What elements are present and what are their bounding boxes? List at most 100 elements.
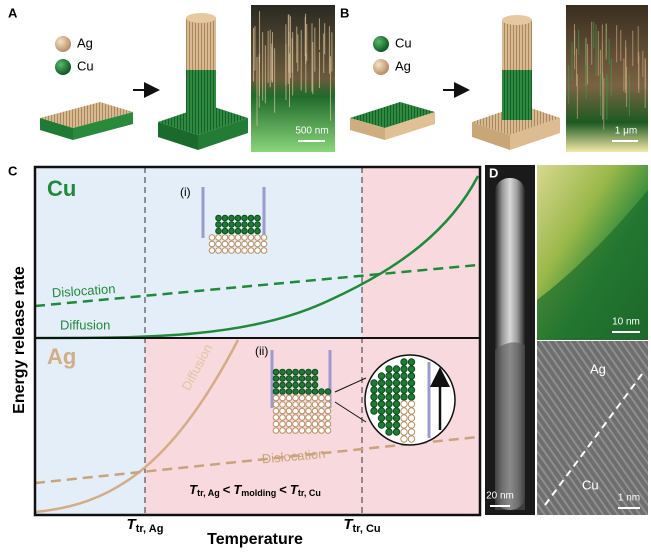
atom <box>392 386 401 394</box>
atom <box>254 247 261 254</box>
atom <box>385 407 393 415</box>
atom <box>400 358 408 366</box>
atom <box>377 414 386 422</box>
atom <box>324 394 332 402</box>
atom <box>305 420 312 428</box>
ag-sphere <box>373 59 389 75</box>
symbol: T <box>343 516 354 533</box>
atom <box>241 247 248 254</box>
atom <box>385 372 393 380</box>
atom <box>318 427 325 434</box>
atom <box>324 407 332 415</box>
pillar-cu <box>502 70 532 120</box>
inset-label: (ii) <box>255 344 268 358</box>
slab-side <box>350 118 385 140</box>
inset-i <box>201 187 268 254</box>
atom <box>247 247 255 254</box>
panel-label: D <box>489 165 498 180</box>
atom <box>392 407 401 415</box>
atom <box>285 427 293 434</box>
atom <box>279 394 286 402</box>
atom <box>234 214 242 222</box>
atom <box>279 414 286 421</box>
atom <box>285 388 293 395</box>
atom <box>311 368 319 376</box>
atom <box>247 214 255 222</box>
atom <box>377 379 386 387</box>
legend-text: Cu <box>77 58 94 73</box>
slab-side <box>73 112 133 140</box>
atom <box>318 388 325 395</box>
scale-text: 20 nm <box>486 491 514 502</box>
phase-label: Ag <box>590 361 606 376</box>
atom <box>400 393 408 401</box>
inset-label: (i) <box>180 185 191 199</box>
atom <box>324 388 332 395</box>
atom <box>254 214 261 222</box>
plot-frame <box>33 165 482 517</box>
atom <box>324 414 332 421</box>
curve-label: Dislocation <box>51 281 115 300</box>
atom <box>318 401 325 408</box>
atom <box>279 407 286 415</box>
atom <box>221 240 229 248</box>
atom <box>377 421 386 429</box>
atom <box>292 368 299 376</box>
atom <box>392 414 401 422</box>
atom <box>228 227 235 235</box>
atom <box>292 375 299 382</box>
atom <box>400 386 408 394</box>
y-axis-label: Energy release rate <box>11 266 28 414</box>
atom <box>407 379 416 387</box>
atom <box>400 435 408 443</box>
atom <box>385 386 393 394</box>
x-marker: Ttr, Cu <box>343 516 380 535</box>
atom <box>298 394 306 402</box>
symbol: T <box>233 482 242 497</box>
cu-sphere <box>373 36 389 52</box>
atom <box>318 414 325 421</box>
curve-label: Dislocation <box>261 446 326 466</box>
atom <box>292 427 299 434</box>
atom <box>247 227 255 235</box>
atom <box>370 379 378 387</box>
base-side <box>472 122 510 150</box>
hrtem-image <box>537 341 648 515</box>
atom <box>392 365 401 373</box>
atom <box>292 401 299 408</box>
atom <box>305 388 312 395</box>
panel-label: A <box>8 5 18 20</box>
atom <box>385 421 393 429</box>
atom <box>370 393 378 401</box>
atom <box>285 401 293 408</box>
base-side <box>510 118 560 150</box>
atom <box>311 407 319 415</box>
bg-blue <box>35 167 362 338</box>
atom <box>298 420 306 428</box>
subscript: molding <box>241 488 276 498</box>
subscript: tr, Cu <box>353 523 381 535</box>
atom <box>241 221 248 228</box>
atom <box>228 247 235 254</box>
atom <box>272 375 280 382</box>
atom <box>285 368 293 376</box>
operator: < <box>279 482 287 497</box>
x-marker: Ttr, Ag <box>127 516 164 535</box>
legend-text: Cu <box>395 35 412 50</box>
panel-label: C <box>8 163 18 178</box>
atom <box>272 394 280 402</box>
x-axis-label: Temperature <box>207 531 303 548</box>
atom <box>208 247 216 254</box>
atom <box>385 393 393 401</box>
atom <box>385 414 393 422</box>
atom <box>370 386 378 394</box>
atom <box>370 407 378 415</box>
atom <box>392 428 401 436</box>
cu-dislocation-curve <box>34 263 479 308</box>
atom <box>292 388 299 395</box>
atom <box>385 379 393 387</box>
atom <box>234 234 242 241</box>
atom <box>228 240 235 248</box>
atom <box>279 381 286 389</box>
